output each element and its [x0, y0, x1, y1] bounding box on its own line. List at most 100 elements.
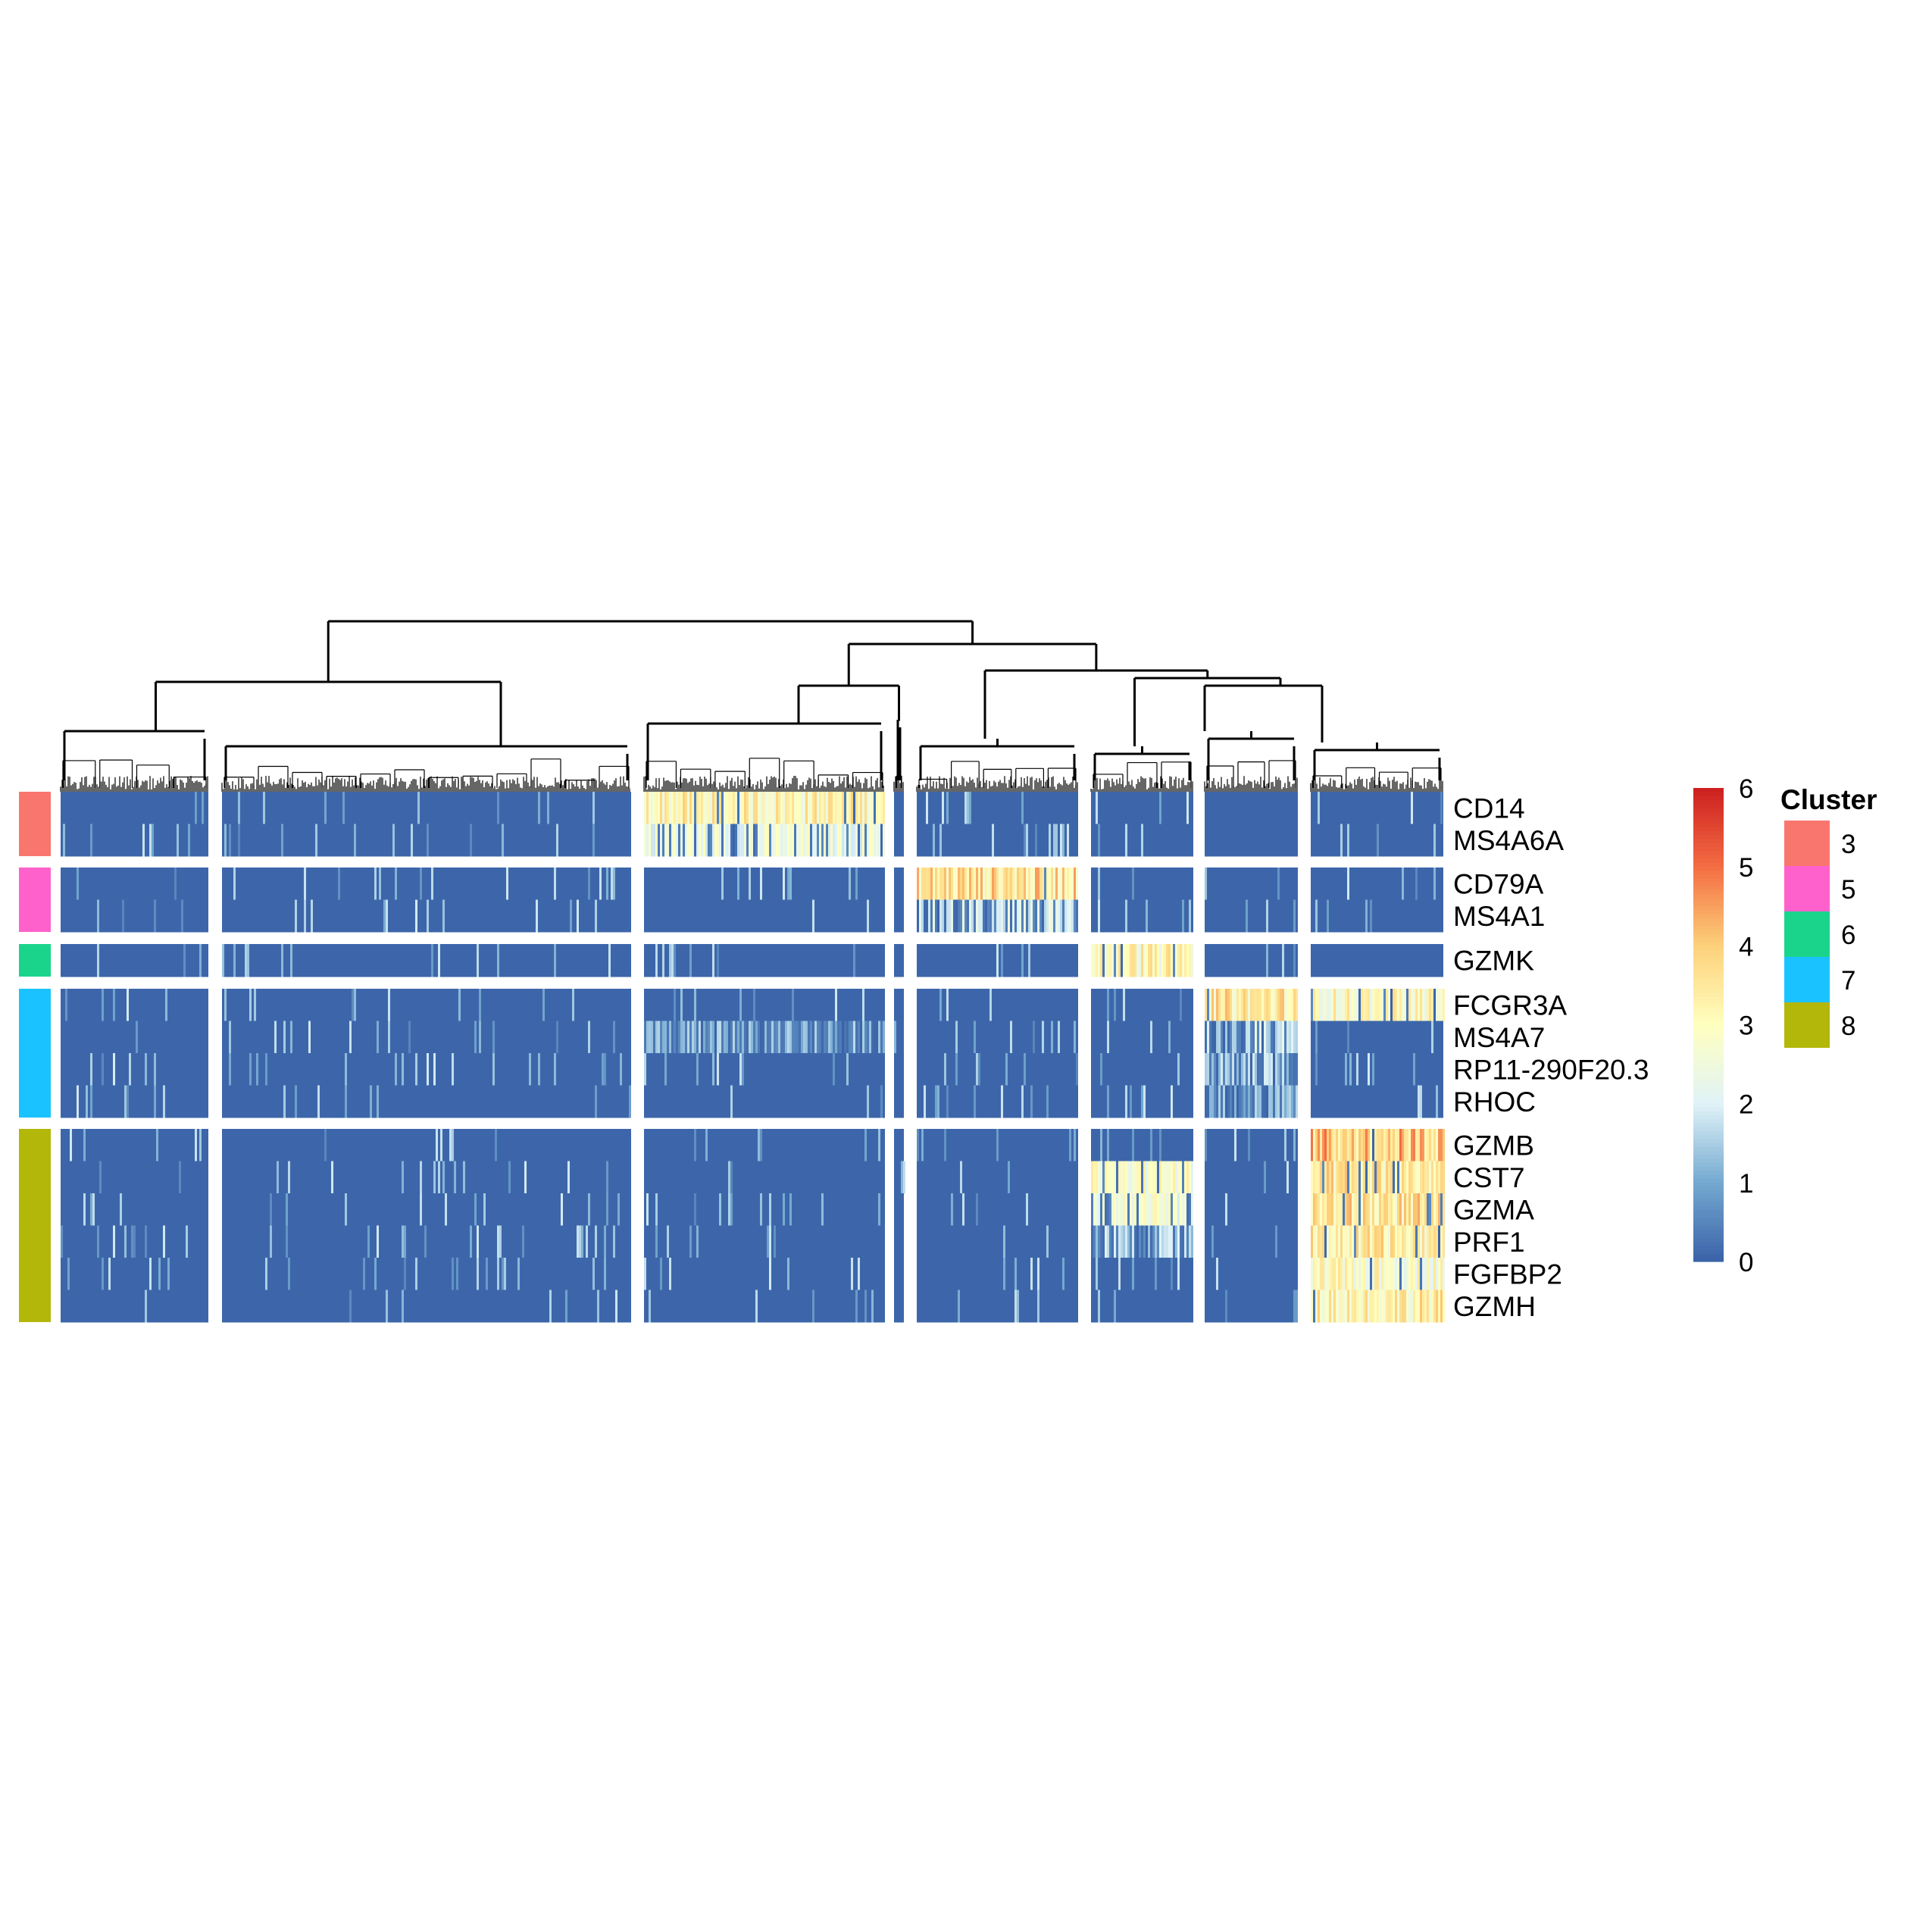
heatmap-cell-FGFBP2-slice-4	[894, 1258, 904, 1290]
legend-swatch-3	[1784, 821, 1830, 866]
legend-swatch-6	[1784, 911, 1830, 957]
heatmap-cell-CD79A-slice-3	[644, 868, 885, 900]
heatmap-cell-FCGR3A-slice-4	[894, 989, 904, 1021]
legend-swatch-5	[1784, 866, 1830, 911]
heatmap-cell-CD14-slice-2	[222, 792, 631, 824]
heatmap-cell-PRF1-slice-4	[894, 1225, 904, 1258]
heatmap-cell-MS4A7-slice-4	[894, 1021, 904, 1054]
heatmap-cell-GZMA-slice-2	[222, 1193, 631, 1226]
cluster-legend: Cluster 3 5 6 7 8	[1780, 784, 1877, 1048]
gene-label-CST7: CST7	[1453, 1162, 1525, 1193]
heatmap-cell-MS4A7-slice-5	[917, 1021, 1078, 1054]
heatmap-cell-GZMH-slice-6	[1091, 1290, 1193, 1323]
heatmap-cell-CD79A-slice-7	[1205, 868, 1298, 900]
heatmap-cell-RHOC-slice-4	[894, 1085, 904, 1118]
heatmap-cell-GZMH-slice-5	[917, 1290, 1078, 1323]
heatmap-cell-CD79A-slice-6	[1091, 868, 1193, 900]
color-scale-tick-4: 4	[1739, 932, 1753, 961]
heatmap-cell-GZMA-slice-1	[61, 1193, 208, 1226]
cluster-annotation-6	[19, 944, 51, 977]
heatmap-body	[61, 792, 1445, 1323]
heatmap-cell-GZMB-slice-6	[1091, 1129, 1193, 1161]
heatmap-cell-CD14-slice-5	[917, 792, 1078, 824]
heatmap-cell-CD79A-slice-4	[894, 868, 904, 900]
heatmap-cell-GZMK-slice-4	[894, 944, 904, 977]
heatmap-cell-GZMA-slice-4	[894, 1193, 904, 1226]
heatmap-cell-FCGR3A-slice-3	[644, 989, 885, 1021]
heatmap-cell-GZMB-slice-1	[61, 1129, 208, 1161]
color-scale-tick-3: 3	[1739, 1011, 1753, 1041]
heatmap-cell-CST7-slice-5	[917, 1161, 1078, 1194]
row-cluster-annotation	[19, 792, 51, 1322]
heatmap-cell-CST7-slice-1	[61, 1161, 208, 1194]
heatmap-cell-FCGR3A-slice-5	[917, 989, 1078, 1021]
legend-title: Cluster	[1780, 784, 1877, 815]
heatmap-cell-FGFBP2-slice-5	[917, 1258, 1078, 1290]
gene-label-FCGR3A: FCGR3A	[1453, 989, 1567, 1021]
heatmap-cell-CST7-slice-3	[644, 1161, 885, 1194]
expression-color-scale: 0 1 2 3 4 5 6	[1693, 774, 1753, 1277]
legend-label-7: 7	[1841, 966, 1855, 996]
gene-label-PRF1: PRF1	[1453, 1227, 1525, 1258]
legend-label-3: 3	[1841, 830, 1855, 859]
gene-label-GZMA: GZMA	[1453, 1194, 1534, 1225]
column-dendrogram-leaves	[60, 758, 1443, 792]
legend-label-8: 8	[1841, 1011, 1855, 1041]
heatmap-cell-RHOC-slice-2	[222, 1085, 631, 1118]
heatmap-cell-MS4A6A-slice-5	[917, 824, 1078, 857]
heatmap-cell-GZMB-slice-2	[222, 1129, 631, 1161]
heatmap-cell-RP11-290F20.3-slice-1	[61, 1053, 208, 1086]
heatmap-cell-GZMK-slice-8	[1311, 944, 1443, 977]
heatmap-cell-RHOC-slice-5	[917, 1085, 1078, 1118]
heatmap-cell-GZMH-slice-1	[61, 1290, 208, 1323]
heatmap-cell-FGFBP2-slice-1	[61, 1258, 208, 1290]
heatmap-cell-CD79A-slice-1	[61, 868, 208, 900]
heatmap-cell-MS4A1-slice-7	[1205, 899, 1298, 933]
gene-label-MS4A6A: MS4A6A	[1453, 825, 1564, 856]
heatmap-cell-CST7-slice-7	[1205, 1161, 1298, 1194]
cluster-annotation-3	[19, 792, 51, 856]
heatmap-cell-MS4A1-slice-4	[894, 899, 904, 933]
heatmap-cell-FCGR3A-slice-6	[1091, 989, 1193, 1021]
color-scale-tick-5: 5	[1739, 853, 1753, 883]
heatmap-cell-PRF1-slice-5	[917, 1225, 1078, 1258]
gene-label-FGFBP2: FGFBP2	[1453, 1258, 1562, 1290]
legend-label-6: 6	[1841, 921, 1855, 950]
legend-label-5: 5	[1841, 875, 1855, 905]
heatmap-cell-PRF1-slice-3	[644, 1225, 885, 1258]
cluster-annotation-8	[19, 1129, 51, 1322]
heatmap-cell-FGFBP2-slice-6	[1091, 1258, 1193, 1290]
heatmap-cell-FCGR3A-slice-1	[61, 989, 208, 1021]
heatmap-cell-GZMA-slice-7	[1205, 1193, 1298, 1226]
legend-swatch-7	[1784, 957, 1830, 1002]
heatmap-cell-FGFBP2-slice-7	[1205, 1258, 1298, 1290]
color-scale-tick-2: 2	[1739, 1090, 1753, 1120]
column-dendrogram	[63, 620, 1441, 780]
heatmap-cell-GZMH-slice-3	[644, 1290, 885, 1323]
heatmap-cell-RHOC-slice-1	[61, 1085, 208, 1118]
gene-label-MS4A7: MS4A7	[1453, 1022, 1545, 1053]
gene-label-RHOC: RHOC	[1453, 1086, 1536, 1118]
heatmap-cell-GZMB-slice-3	[644, 1129, 885, 1161]
gene-label-CD79A: CD79A	[1453, 868, 1544, 899]
heatmap-cell-RP11-290F20.3-slice-6	[1091, 1053, 1193, 1086]
gene-label-GZMH: GZMH	[1453, 1291, 1536, 1322]
heatmap-cell-GZMH-slice-2	[222, 1290, 631, 1323]
heatmap-cell-MS4A1-slice-8	[1311, 899, 1443, 933]
heatmap-cell-CD14-slice-6	[1091, 792, 1193, 824]
cluster-annotation-5	[19, 868, 51, 932]
heatmap-cell-FCGR3A-slice-2	[222, 989, 631, 1021]
heatmap-cell-RHOC-slice-8	[1311, 1085, 1443, 1118]
heatmap-cell-GZMK-slice-3	[644, 944, 885, 977]
color-scale-tick-0: 0	[1739, 1248, 1753, 1277]
heatmap-cell-GZMA-slice-3	[644, 1193, 885, 1226]
heatmap-cell-RP11-290F20.3-slice-8	[1311, 1053, 1443, 1086]
heatmap-cell-FGFBP2-slice-2	[222, 1258, 631, 1290]
heatmap-cell-RP11-290F20.3-slice-3	[644, 1053, 885, 1086]
heatmap-cell-GZMA-slice-5	[917, 1193, 1078, 1226]
heatmap-cell-CD14-slice-4	[894, 792, 904, 824]
heatmap-cell-PRF1-slice-7	[1205, 1225, 1298, 1258]
cluster-annotation-7	[19, 989, 51, 1118]
color-scale-tick-6: 6	[1739, 774, 1753, 804]
